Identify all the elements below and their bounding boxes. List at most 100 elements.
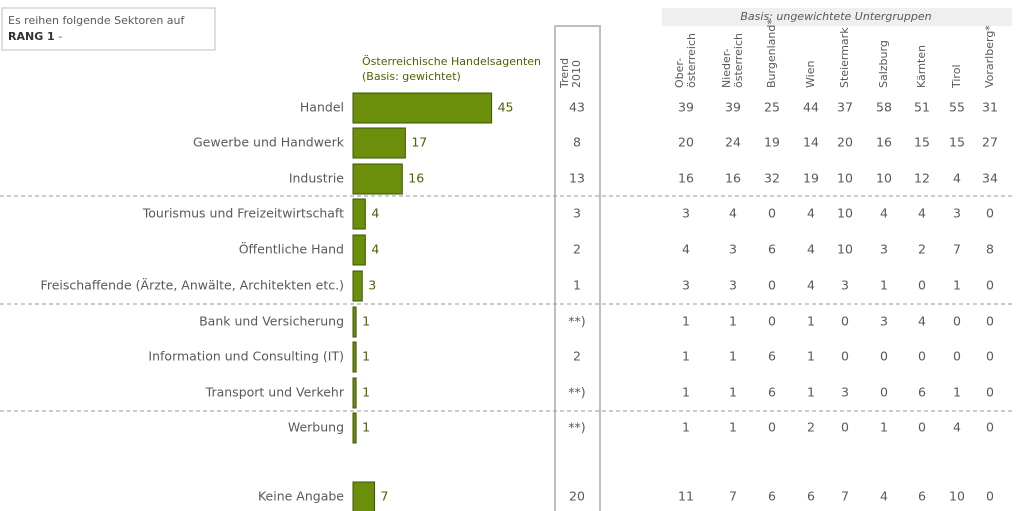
region-value: 6 xyxy=(768,489,776,504)
region-value: 1 xyxy=(729,314,737,329)
region-name: österreich xyxy=(732,33,745,88)
category-label: Information und Consulting (IT) xyxy=(148,349,344,364)
region-value: 4 xyxy=(807,242,815,257)
region-value: 0 xyxy=(986,420,994,435)
region-value: 4 xyxy=(807,278,815,293)
region-value: 12 xyxy=(914,171,930,186)
value-label: 45 xyxy=(498,100,514,115)
region-name: Tirol xyxy=(950,64,963,89)
value-label: 1 xyxy=(362,314,370,329)
region-value: 15 xyxy=(914,135,930,150)
value-label: 1 xyxy=(362,420,370,435)
region-value: 0 xyxy=(841,314,849,329)
region-value: 1 xyxy=(807,385,815,400)
region-value: 0 xyxy=(841,349,849,364)
region-value: 25 xyxy=(764,100,780,115)
region-value: 4 xyxy=(918,314,926,329)
region-value: 0 xyxy=(841,420,849,435)
region-value: 27 xyxy=(982,135,998,150)
region-header xyxy=(662,8,1012,26)
region-value: 0 xyxy=(986,489,994,504)
region-name: Salzburg xyxy=(877,40,890,88)
region-value: 11 xyxy=(678,489,694,504)
region-value: 3 xyxy=(953,206,961,221)
region-value: 24 xyxy=(725,135,741,150)
region-value: 10 xyxy=(837,206,853,221)
region-value: 14 xyxy=(803,135,819,150)
bar xyxy=(352,341,357,373)
bar xyxy=(352,412,357,444)
region-value: 1 xyxy=(682,349,690,364)
trend-value: 3 xyxy=(573,206,581,221)
region-value: 3 xyxy=(841,278,849,293)
trend-value: **) xyxy=(568,420,585,435)
region-value: 2 xyxy=(918,242,926,257)
region-value: 1 xyxy=(953,385,961,400)
note-line: Es reihen folgende Sektoren auf xyxy=(8,14,186,27)
region-value: 1 xyxy=(682,314,690,329)
region-value: 20 xyxy=(678,135,694,150)
region-value: 0 xyxy=(768,206,776,221)
region-value: 6 xyxy=(807,489,815,504)
region-value: 3 xyxy=(729,242,737,257)
region-name: österreich xyxy=(685,33,698,88)
trend-value: **) xyxy=(568,385,585,400)
region-value: 37 xyxy=(837,100,853,115)
bar xyxy=(352,198,366,230)
category-label: Keine Angabe xyxy=(258,489,344,504)
bar xyxy=(352,163,403,195)
region-value: 0 xyxy=(880,385,888,400)
category-label: Gewerbe und Handwerk xyxy=(193,135,345,150)
value-label: 4 xyxy=(371,206,379,221)
region-name: Ober- xyxy=(673,58,686,88)
bar xyxy=(352,306,357,338)
region-value: 39 xyxy=(678,100,694,115)
region-value: 0 xyxy=(986,349,994,364)
region-value: 0 xyxy=(986,314,994,329)
region-value: 1 xyxy=(729,349,737,364)
note-rank: RANG 1 - xyxy=(8,30,62,43)
region-value: 4 xyxy=(918,206,926,221)
region-value: 16 xyxy=(876,135,892,150)
region-value: 15 xyxy=(949,135,965,150)
region-value: 3 xyxy=(729,278,737,293)
value-label: 1 xyxy=(362,349,370,364)
value-label: 4 xyxy=(371,242,379,257)
note-box xyxy=(1,7,216,51)
region-value: 3 xyxy=(682,206,690,221)
region-value: 1 xyxy=(729,385,737,400)
region-value: 20 xyxy=(837,135,853,150)
region-title: Basis: ungewichtete Untergruppen xyxy=(740,10,931,23)
region-value: 6 xyxy=(768,385,776,400)
region-value: 7 xyxy=(841,489,849,504)
category-label: Bank und Versicherung xyxy=(199,314,344,329)
region-name: Burgenland* xyxy=(765,19,778,88)
region-value: 3 xyxy=(841,385,849,400)
category-label: Industrie xyxy=(289,171,344,186)
region-name: Wien xyxy=(804,61,817,88)
region-value: 6 xyxy=(768,242,776,257)
bar xyxy=(352,481,376,511)
region-value: 4 xyxy=(880,489,888,504)
region-value: 3 xyxy=(880,314,888,329)
region-value: 0 xyxy=(918,420,926,435)
region-value: 6 xyxy=(918,385,926,400)
region-value: 1 xyxy=(729,420,737,435)
category-label: Handel xyxy=(300,100,344,115)
region-value: 44 xyxy=(803,100,819,115)
series-sublabel: (Basis: gewichtet) xyxy=(362,70,461,83)
region-value: 0 xyxy=(880,349,888,364)
region-value: 0 xyxy=(768,314,776,329)
region-value: 31 xyxy=(982,100,998,115)
region-value: 4 xyxy=(880,206,888,221)
region-value: 51 xyxy=(914,100,930,115)
region-value: 0 xyxy=(953,314,961,329)
region-value: 7 xyxy=(729,489,737,504)
region-value: 10 xyxy=(837,171,853,186)
region-value: 16 xyxy=(725,171,741,186)
region-value: 1 xyxy=(807,314,815,329)
region-value: 4 xyxy=(953,420,961,435)
region-value: 6 xyxy=(768,349,776,364)
region-value: 1 xyxy=(953,278,961,293)
